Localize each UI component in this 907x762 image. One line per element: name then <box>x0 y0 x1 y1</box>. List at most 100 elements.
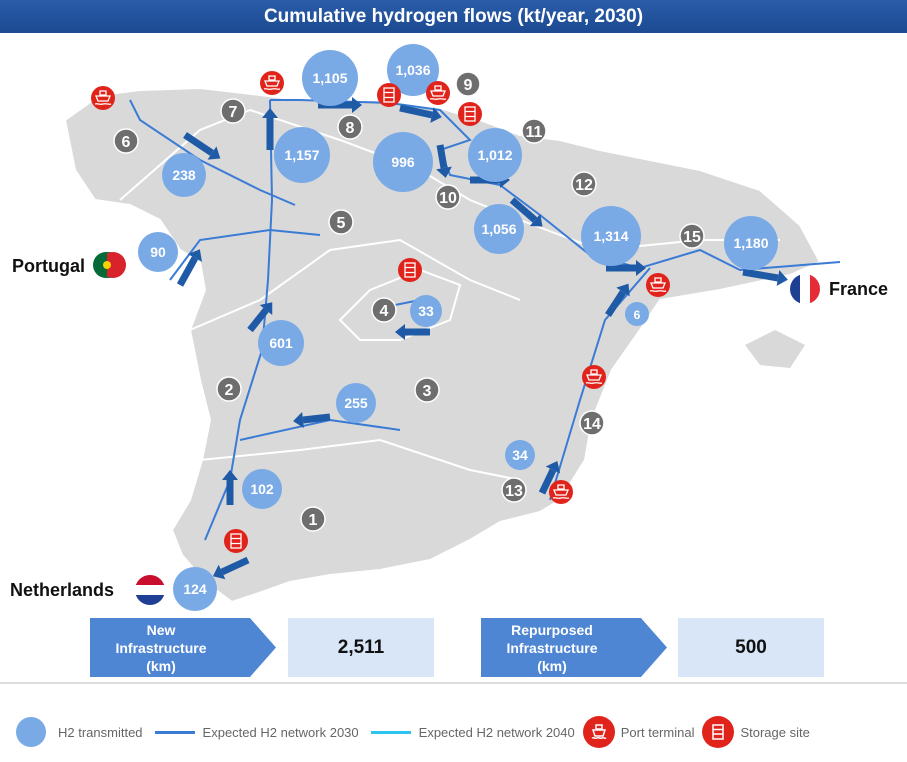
region-number: 14 <box>583 416 601 433</box>
flow-bubble <box>302 50 358 106</box>
flow-value: 1,012 <box>477 147 512 163</box>
flags <box>93 252 820 605</box>
flow-value: 601 <box>269 335 293 351</box>
region-number: 3 <box>423 383 432 400</box>
repurposed-infrastructure-label: Repurposed Infrastructure (km) <box>481 618 667 677</box>
flow-arrow <box>220 556 250 576</box>
region-number: 2 <box>225 382 234 399</box>
flow-bubble <box>625 302 649 326</box>
ship-icon <box>582 716 615 748</box>
region-number: 4 <box>380 303 389 320</box>
flow-bubble <box>373 132 433 192</box>
region-number: 9 <box>464 77 473 94</box>
country-label-france: France <box>829 279 889 299</box>
arrowhead <box>436 166 452 178</box>
arrowhead <box>395 324 405 340</box>
country-label-netherlands: Netherlands <box>10 580 115 600</box>
flow-value: 996 <box>391 154 415 170</box>
region-badge <box>216 376 242 402</box>
arrowhead <box>529 213 543 227</box>
arrowhead <box>293 412 304 428</box>
portugal-flag-icon <box>93 252 126 278</box>
storage-tank-icon <box>398 258 422 282</box>
region-number: 10 <box>439 190 457 207</box>
flow-bubble <box>242 469 282 509</box>
flow-value: 102 <box>250 481 274 497</box>
flow-value: 34 <box>512 447 528 463</box>
pipeline-2030 <box>169 228 321 281</box>
arrowhead <box>222 470 238 480</box>
flow-arrow <box>538 468 557 495</box>
region-border <box>189 238 521 331</box>
ship-icon <box>426 81 450 105</box>
flow-bubble <box>581 206 641 266</box>
arrowhead <box>352 97 362 113</box>
ship-icon <box>260 71 284 95</box>
region-number: 6 <box>122 134 131 151</box>
flow-value: 1,157 <box>284 147 319 163</box>
legend-h2: H2 transmitted <box>16 717 143 747</box>
region-badge <box>455 71 481 97</box>
line-2040-icon <box>370 730 411 734</box>
flow-bubble <box>173 567 217 611</box>
map-title: Cumulative hydrogen flows (kt/year, 2030… <box>0 0 907 33</box>
arrowhead <box>207 146 221 160</box>
divider <box>0 682 907 684</box>
arrowhead <box>259 302 273 315</box>
storage-tank-icon <box>702 716 735 748</box>
region-badge <box>579 410 605 436</box>
region-number: 13 <box>505 483 523 500</box>
region-badge <box>113 128 139 154</box>
legend-port: Port terminal <box>582 716 694 748</box>
ship-icon <box>549 480 573 504</box>
region-badge <box>571 171 597 197</box>
flow-value: 255 <box>344 395 368 411</box>
bubble-icon <box>16 717 46 747</box>
arrowhead <box>616 283 630 297</box>
region-badge <box>300 506 326 532</box>
region-badge <box>521 118 547 144</box>
legend: H2 transmitted Expected H2 network 2030 … <box>16 716 818 748</box>
region-number: 11 <box>526 124 543 141</box>
region-number: 15 <box>683 229 701 246</box>
flow-bubble <box>410 295 442 327</box>
storage-tank-icon <box>377 83 401 107</box>
region-badge <box>220 98 246 124</box>
flow-value: 1,105 <box>312 70 347 86</box>
region-badge <box>501 477 527 503</box>
flow-value: 1,056 <box>481 221 516 237</box>
legend-storage: Storage site <box>702 716 810 748</box>
repurposed-infrastructure-value: 500 <box>678 618 824 677</box>
flow-arrow <box>302 413 331 424</box>
arrowhead <box>430 107 442 123</box>
balearic-islands <box>745 330 805 368</box>
line-2030-icon <box>154 730 195 734</box>
new-infrastructure-label: New Infrastructure (km) <box>90 618 276 677</box>
storage-tank-icon <box>224 529 248 553</box>
flow-bubble <box>474 204 524 254</box>
flow-value: 1,036 <box>395 62 430 78</box>
ship-icon <box>91 86 115 110</box>
flow-arrow <box>176 256 199 287</box>
country-label-portugal: Portugal <box>12 256 86 276</box>
legend-2040: Expected H2 network 2040 <box>367 725 575 740</box>
flow-arrow <box>399 104 433 119</box>
flow-bubble <box>724 216 778 270</box>
flow-value: 33 <box>418 303 434 319</box>
facility-icons <box>91 71 670 553</box>
arrowhead <box>776 270 788 286</box>
flow-arrow <box>605 290 626 317</box>
arrowhead <box>545 460 561 474</box>
flow-bubble <box>258 320 304 366</box>
ship-icon <box>582 365 606 389</box>
ship-icon <box>646 273 670 297</box>
flow-arrows <box>176 97 788 580</box>
region-number: 7 <box>229 104 238 121</box>
flow-bubble <box>387 44 439 96</box>
region-badge <box>328 209 354 235</box>
new-infrastructure-value: 2,511 <box>288 618 434 677</box>
legend-2030: Expected H2 network 2030 <box>151 725 359 740</box>
region-badge <box>414 377 440 403</box>
region-number: 8 <box>346 120 355 137</box>
flow-value: 6 <box>634 308 641 322</box>
